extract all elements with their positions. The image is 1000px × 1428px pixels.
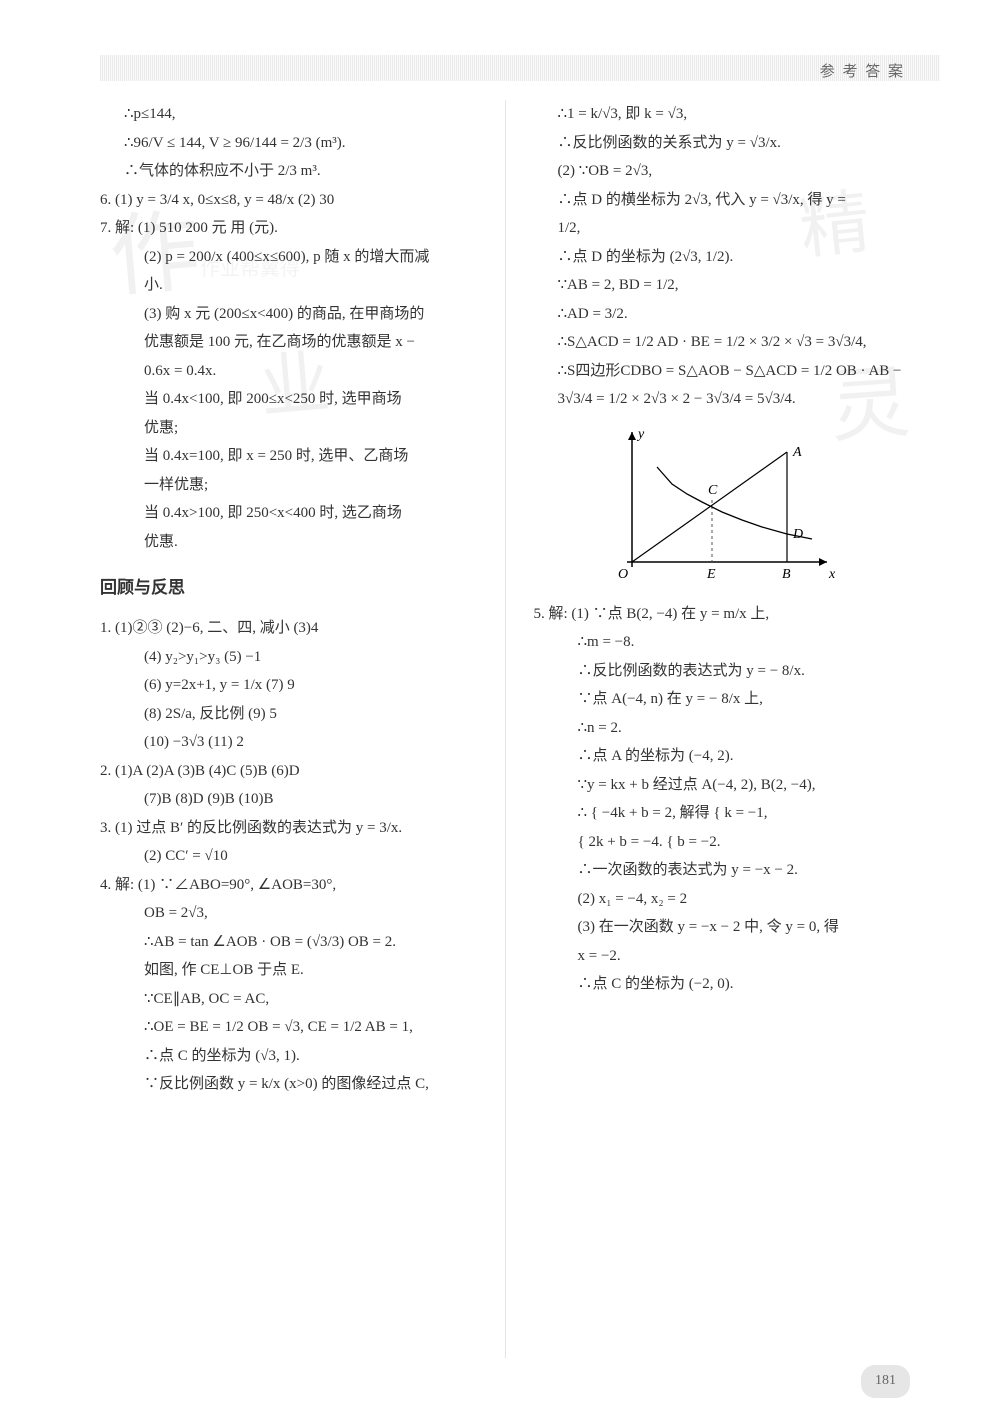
text-line: ∴1 = k/√3, 即 k = √3, <box>534 100 911 129</box>
text-line: ∴点 C 的坐标为 (√3, 1). <box>100 1042 477 1071</box>
text-line: (3) 在一次函数 y = −x − 2 中, 令 y = 0, 得 <box>534 913 911 942</box>
text-line: ∵AB = 2, BD = 1/2, <box>534 271 911 300</box>
text-line: ∴反比例函数的表达式为 y = − 8/x. <box>534 657 911 686</box>
text-line: ∴OE = BE = 1/2 OB = √3, CE = 1/2 AB = 1, <box>100 1013 477 1042</box>
coordinate-chart: O E B A C Dx y <box>602 422 842 592</box>
text-line: 1/2, <box>534 214 911 243</box>
text-line: (8) 2S/a, 反比例 (9) 5 <box>100 700 477 729</box>
text-line: 优惠额是 100 元, 在乙商场的优惠额是 x − <box>100 328 477 357</box>
text-line: 当 0.4x<100, 即 200≤x<250 时, 选甲商场 <box>100 385 477 414</box>
svg-text:C: C <box>708 483 718 498</box>
text-line: ∴反比例函数的关系式为 y = √3/x. <box>534 129 911 158</box>
text-line: 5. 解: (1) ∵点 B(2, −4) 在 y = m/x 上, <box>534 600 911 629</box>
page-header-title: 参 考 答 案 <box>820 58 905 87</box>
text-line: ∴点 C 的坐标为 (−2, 0). <box>534 970 911 999</box>
svg-text:x: x <box>828 567 836 582</box>
page: 参 考 答 案 作 业 精 灵 作业帮翼得 ∴p≤144, ∴96/V ≤ 14… <box>0 0 1000 1428</box>
text-line: ∴点 D 的坐标为 (2√3, 1/2). <box>534 243 911 272</box>
text-line: 优惠; <box>100 414 477 443</box>
text-line: (10) −3√3 (11) 2 <box>100 728 477 757</box>
text-line: (4) y₂>y₁>y₃ (5) −1 <box>100 643 477 672</box>
text-line: 6. (1) y = 3/4 x, 0≤x≤8, y = 48/x (2) 30 <box>100 186 477 215</box>
header-bar <box>100 55 940 81</box>
section-heading: 回顾与反思 <box>100 572 477 604</box>
text-line: 如图, 作 CE⊥OB 于点 E. <box>100 956 477 985</box>
text-line: 2. (1)A (2)A (3)B (4)C (5)B (6)D <box>100 757 477 786</box>
svg-text:O: O <box>618 567 628 582</box>
text-line: 优惠. <box>100 528 477 557</box>
text-line: ∴点 A 的坐标为 (−4, 2). <box>534 742 911 771</box>
text-line: ∴AD = 3/2. <box>534 300 911 329</box>
text-line: 1. (1)②③ (2)−6, 二、四, 减小 (3)4 <box>100 614 477 643</box>
text-line: 一样优惠; <box>100 471 477 500</box>
svg-text:B: B <box>782 567 791 582</box>
svg-text:E: E <box>706 567 716 582</box>
text-line: (3) 购 x 元 (200≤x<400) 的商品, 在甲商场的 <box>100 300 477 329</box>
text-line: ∴96/V ≤ 144, V ≥ 96/144 = 2/3 (m³). <box>100 129 477 158</box>
text-line: 3. (1) 过点 B′ 的反比例函数的表达式为 y = 3/x. <box>100 814 477 843</box>
text-line: (2) ∵OB = 2√3, <box>534 157 911 186</box>
text-line: ∴m = −8. <box>534 628 911 657</box>
text-line: ∵y = kx + b 经过点 A(−4, 2), B(2, −4), <box>534 771 911 800</box>
svg-text:y: y <box>636 427 645 442</box>
svg-text:A: A <box>792 445 802 460</box>
text-line: ∴AB = tan ∠AOB · OB = (√3/3) OB = 2. <box>100 928 477 957</box>
text-line: (6) y=2x+1, y = 1/x (7) 9 <box>100 671 477 700</box>
text-line: { 2k + b = −4. { b = −2. <box>534 828 911 857</box>
svg-text:D: D <box>792 527 803 542</box>
text-line: 7. 解: (1) 510 200 元 用 (元). <box>100 214 477 243</box>
text-line: x = −2. <box>534 942 911 971</box>
text-line: ∴一次函数的表达式为 y = −x − 2. <box>534 856 911 885</box>
text-line: 当 0.4x>100, 即 250<x<400 时, 选乙商场 <box>100 499 477 528</box>
text-line: ∴S△ACD = 1/2 AD · BE = 1/2 × 3/2 × √3 = … <box>534 328 911 357</box>
text-line: ∵点 A(−4, n) 在 y = − 8/x 上, <box>534 685 911 714</box>
text-line: ∵CE∥AB, OC = AC, <box>100 985 477 1014</box>
right-column: ∴1 = k/√3, 即 k = √3, ∴反比例函数的关系式为 y = √3/… <box>534 100 911 1358</box>
page-number: 181 <box>861 1365 910 1398</box>
text-line: ∵反比例函数 y = k/x (x>0) 的图像经过点 C, <box>100 1070 477 1099</box>
text-line: ∴S四边形CDBO = S△AOB − S△ACD = 1/2 OB · AB … <box>534 357 911 386</box>
text-line: ∴n = 2. <box>534 714 911 743</box>
text-line: (2) x₁ = −4, x₂ = 2 <box>534 885 911 914</box>
text-line: ∴气体的体积应不小于 2/3 m³. <box>100 157 477 186</box>
text-line: 当 0.4x=100, 即 x = 250 时, 选甲、乙商场 <box>100 442 477 471</box>
text-line: 3√3/4 = 1/2 × 2√3 × 2 − 3√3/4 = 5√3/4. <box>534 385 911 414</box>
text-line: ∴ { −4k + b = 2, 解得 { k = −1, <box>534 799 911 828</box>
left-column: ∴p≤144, ∴96/V ≤ 144, V ≥ 96/144 = 2/3 (m… <box>100 100 477 1358</box>
column-divider <box>505 100 506 1358</box>
text-line: ∴点 D 的横坐标为 2√3, 代入 y = √3/x, 得 y = <box>534 186 911 215</box>
text-line: 4. 解: (1) ∵∠ABO=90°, ∠AOB=30°, <box>100 871 477 900</box>
text-line: 小. <box>100 271 477 300</box>
content-columns: ∴p≤144, ∴96/V ≤ 144, V ≥ 96/144 = 2/3 (m… <box>100 100 910 1358</box>
text-line: (2) CC′ = √10 <box>100 842 477 871</box>
text-line: (7)B (8)D (9)B (10)B <box>100 785 477 814</box>
text-line: OB = 2√3, <box>100 899 477 928</box>
text-line: ∴p≤144, <box>100 100 477 129</box>
text-line: (2) p = 200/x (400≤x≤600), p 随 x 的增大而减 <box>100 243 477 272</box>
text-line: 0.6x = 0.4x. <box>100 357 477 386</box>
